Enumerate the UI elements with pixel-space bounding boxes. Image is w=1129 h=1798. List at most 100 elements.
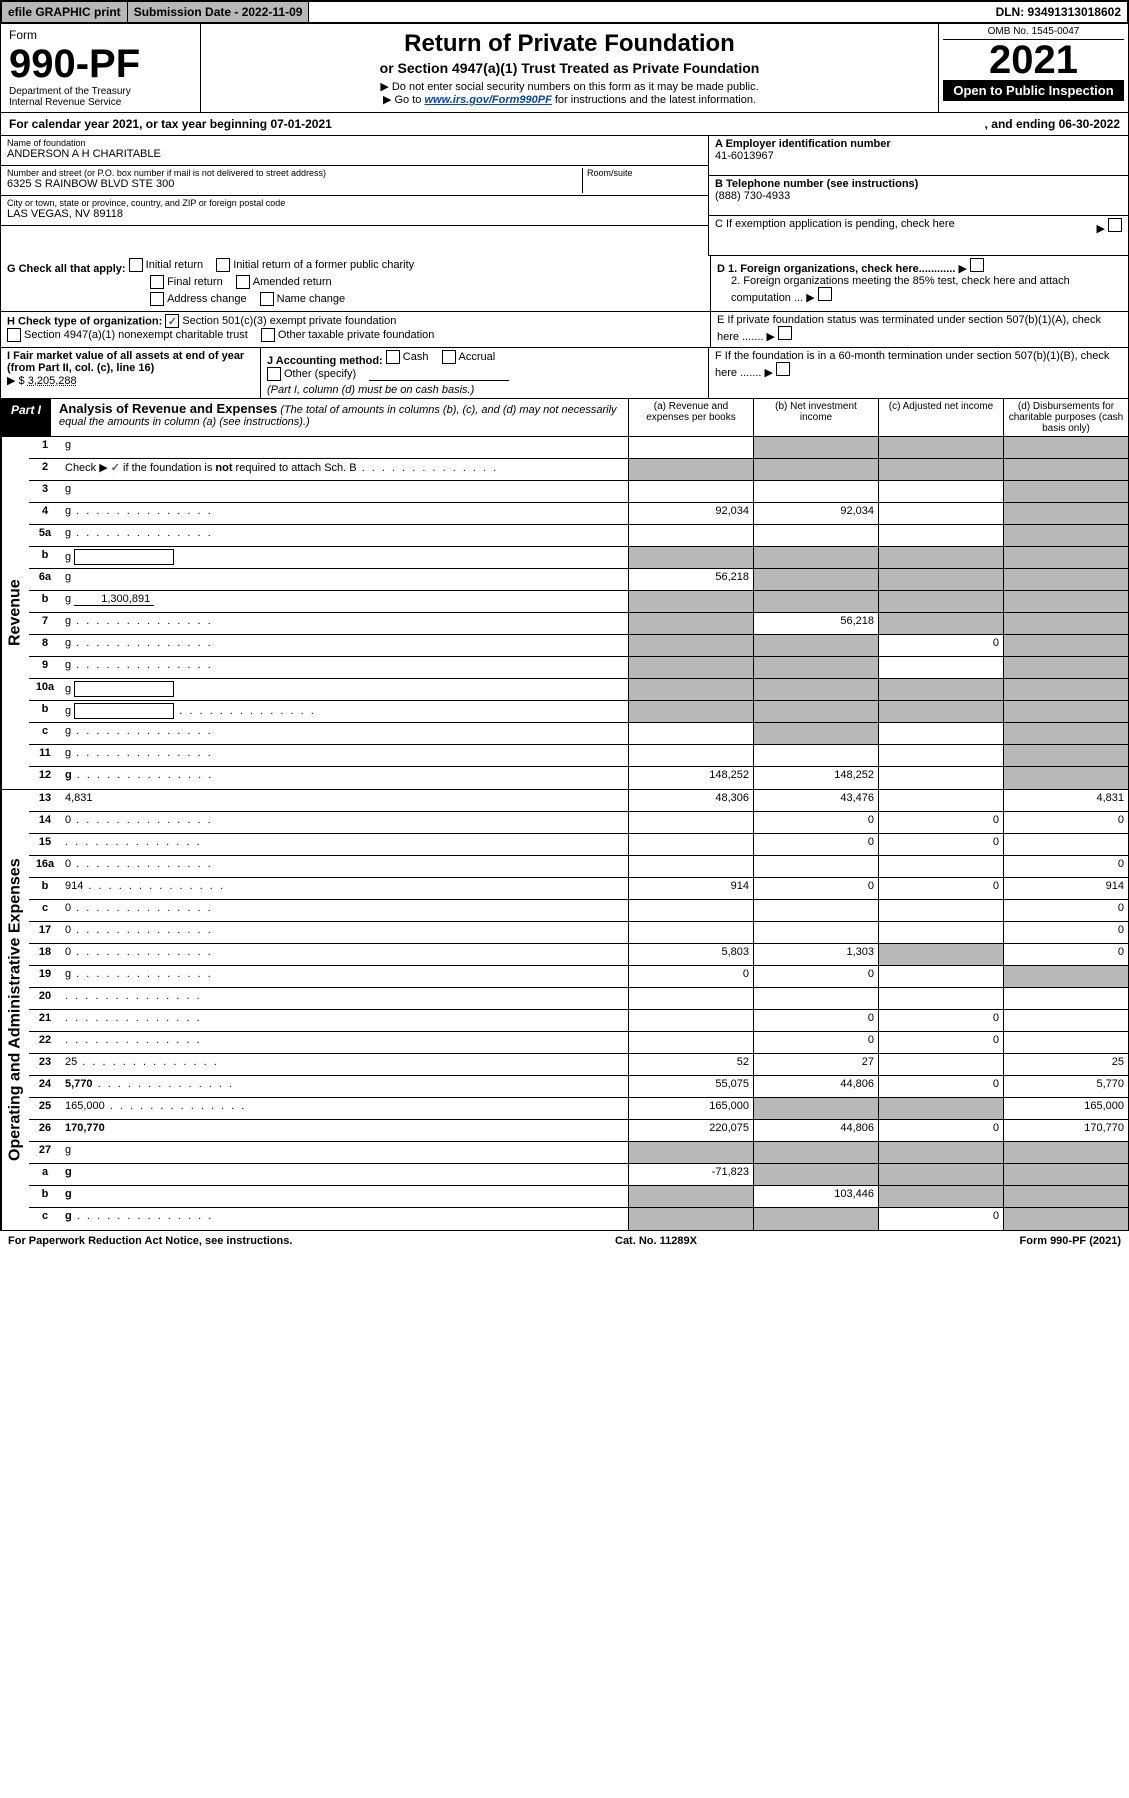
table-row: 6ag56,218	[29, 569, 1128, 591]
row-number: 26	[29, 1120, 61, 1141]
row-number: b	[29, 1186, 61, 1207]
checkbox-initial-former[interactable]	[216, 258, 230, 272]
table-row: 140000	[29, 812, 1128, 834]
row-number: 19	[29, 966, 61, 987]
checkbox-accrual[interactable]	[442, 350, 456, 364]
cal-end: , and ending 06-30-2022	[985, 117, 1120, 131]
cell-c	[878, 1186, 1003, 1207]
cell-a	[628, 723, 753, 744]
checkbox-final-return[interactable]	[150, 275, 164, 289]
header-center: Return of Private Foundation or Section …	[201, 24, 938, 112]
table-row: 1g	[29, 437, 1128, 459]
cell-b: 0	[753, 878, 878, 899]
cell-c	[878, 701, 1003, 722]
cell-c	[878, 657, 1003, 678]
cell-a	[628, 1186, 753, 1207]
cell-a	[628, 635, 753, 656]
cell-d	[1003, 988, 1128, 1009]
open-public-badge: Open to Public Inspection	[943, 80, 1124, 101]
cell-d	[1003, 481, 1128, 502]
cell-b: 0	[753, 1032, 878, 1053]
checkbox-name-change[interactable]	[260, 292, 274, 306]
row-description: g	[61, 1164, 628, 1185]
submission-date: Submission Date - 2022-11-09	[128, 2, 310, 22]
row-description: g	[61, 1208, 628, 1230]
checkbox-4947[interactable]	[7, 328, 21, 342]
table-row: 27g	[29, 1142, 1128, 1164]
row-number: 20	[29, 988, 61, 1009]
table-row: 7g56,218	[29, 613, 1128, 635]
table-row: c00	[29, 900, 1128, 922]
cell-d	[1003, 525, 1128, 546]
checkbox-c[interactable]	[1108, 218, 1122, 232]
checkbox-other-method[interactable]	[267, 367, 281, 381]
fmv-value: 3,205,288	[28, 375, 77, 387]
row-description: g	[61, 635, 628, 656]
row-number: 7	[29, 613, 61, 634]
checkbox-cash[interactable]	[386, 350, 400, 364]
row-description: 0	[61, 944, 628, 965]
cell-b: 148,252	[753, 767, 878, 789]
cell-b	[753, 481, 878, 502]
cell-b	[753, 459, 878, 480]
cell-a	[628, 679, 753, 700]
phone-cell: B Telephone number (see instructions) (8…	[709, 176, 1128, 216]
cell-d: 0	[1003, 900, 1128, 921]
note-link: ▶ Go to www.irs.gov/Form990PF for instru…	[209, 93, 930, 106]
checkbox-initial-return[interactable]	[129, 258, 143, 272]
row-description: g	[61, 481, 628, 502]
row-description	[61, 988, 628, 1009]
cell-c: 0	[878, 878, 1003, 899]
cell-c: 0	[878, 635, 1003, 656]
checkbox-d1[interactable]	[970, 258, 984, 272]
row-description: g	[61, 767, 628, 789]
checkbox-amended[interactable]	[236, 275, 250, 289]
cell-d	[1003, 834, 1128, 855]
cell-a	[628, 701, 753, 722]
cell-a: 52	[628, 1054, 753, 1075]
expense-rows: 134,83148,30643,4764,831140000150016a00b…	[29, 790, 1128, 1230]
irs-link[interactable]: www.irs.gov/Form990PF	[424, 94, 551, 106]
table-row: 2325522725	[29, 1054, 1128, 1076]
row-number: c	[29, 723, 61, 744]
cell-a: 148,252	[628, 767, 753, 789]
row-number: b	[29, 701, 61, 722]
checkbox-501c3[interactable]	[165, 314, 179, 328]
calendar-year-row: For calendar year 2021, or tax year begi…	[0, 113, 1129, 136]
cell-d: 0	[1003, 922, 1128, 943]
checkbox-f[interactable]	[776, 362, 790, 376]
cell-d	[1003, 966, 1128, 987]
table-row: 10ag	[29, 679, 1128, 701]
revenue-vert-label: Revenue	[1, 437, 29, 789]
table-row: 19g00	[29, 966, 1128, 988]
cell-a: 165,000	[628, 1098, 753, 1119]
cell-d	[1003, 679, 1128, 700]
cell-c	[878, 1164, 1003, 1185]
cell-b	[753, 745, 878, 766]
cell-c	[878, 1142, 1003, 1163]
table-row: 1805,8031,3030	[29, 944, 1128, 966]
table-row: 2100	[29, 1010, 1128, 1032]
cell-b: 0	[753, 966, 878, 987]
row-number: 11	[29, 745, 61, 766]
cell-b	[753, 679, 878, 700]
checkbox-addr-change[interactable]	[150, 292, 164, 306]
cell-a: 48,306	[628, 790, 753, 811]
table-row: 9g	[29, 657, 1128, 679]
table-row: ag-71,823	[29, 1164, 1128, 1186]
tax-year: 2021	[943, 40, 1124, 80]
checkbox-e[interactable]	[778, 326, 792, 340]
cell-a	[628, 613, 753, 634]
cell-d: 165,000	[1003, 1098, 1128, 1119]
section-ij-row: I Fair market value of all assets at end…	[0, 348, 1129, 399]
cell-b	[753, 635, 878, 656]
cell-d	[1003, 1164, 1128, 1185]
cell-b	[753, 701, 878, 722]
note-ssn: ▶ Do not enter social security numbers o…	[209, 80, 930, 93]
table-row: 1700	[29, 922, 1128, 944]
checkbox-d2[interactable]	[818, 287, 832, 301]
checkbox-other-taxable[interactable]	[261, 328, 275, 342]
cell-c	[878, 966, 1003, 987]
expenses-vert-label: Operating and Administrative Expenses	[1, 790, 29, 1230]
cell-a: 914	[628, 878, 753, 899]
